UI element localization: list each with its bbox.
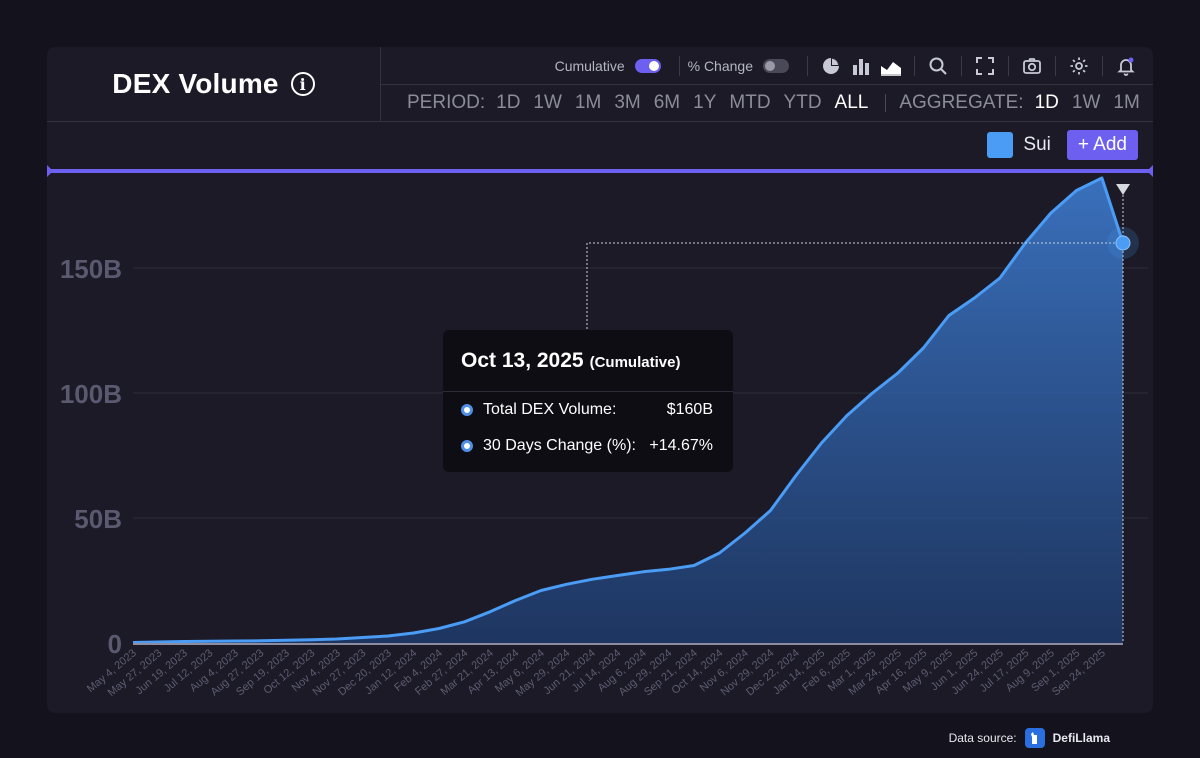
page-title: DEX Volume	[112, 68, 279, 99]
period-1y[interactable]: 1Y	[693, 92, 717, 113]
tooltip-value: $160B	[666, 401, 713, 418]
area-chart-icon[interactable]	[880, 55, 902, 77]
tooltip-value: +14.67%	[649, 437, 713, 454]
aggregate-1m[interactable]: 1M	[1113, 92, 1140, 113]
y-tick-label: 50B	[74, 504, 122, 534]
percent-change-toggle[interactable]	[763, 58, 789, 73]
tooltip-row: Total DEX Volume: $160B	[443, 392, 733, 428]
series-dot-icon	[461, 404, 473, 416]
range-slider-right-handle[interactable]	[1147, 165, 1153, 177]
tooltip: Oct 13, 2025 (Cumulative) Total DEX Volu…	[443, 330, 733, 472]
aggregate-1w[interactable]: 1W	[1071, 92, 1101, 113]
tooltip-date: Oct 13, 2025	[461, 348, 584, 372]
legend-name-sui: Sui	[1023, 134, 1051, 155]
crosshair-marker-icon	[1116, 184, 1130, 195]
highlight-point	[1115, 235, 1131, 251]
aggregate-1d[interactable]: 1D	[1034, 92, 1059, 113]
toolbar-top: Cumulative % Change	[380, 47, 1153, 85]
period-all[interactable]: ALL	[834, 92, 869, 113]
period-1m[interactable]: 1M	[574, 92, 602, 113]
title-box: DEX Volume i	[47, 47, 381, 121]
tooltip-label: Total DEX Volume:	[483, 401, 617, 418]
settings-icon[interactable]	[1068, 55, 1090, 77]
camera-icon[interactable]	[1021, 55, 1043, 77]
series-area-sui	[133, 178, 1123, 643]
cumulative-toggle[interactable]	[634, 58, 661, 73]
period-mtd[interactable]: MTD	[729, 92, 771, 113]
legend: Sui + Add	[987, 130, 1138, 160]
search-icon[interactable]	[927, 55, 949, 77]
period-1w[interactable]: 1W	[533, 92, 562, 113]
info-icon[interactable]: i	[290, 72, 315, 96]
y-tick-label: 150B	[60, 254, 122, 284]
aggregate-label: AGGREGATE:	[899, 92, 1024, 113]
range-slider-left-handle[interactable]	[47, 165, 53, 177]
period-label: PERIOD:	[407, 92, 486, 113]
tooltip-row: 30 Days Change (%): +14.67%	[443, 428, 733, 464]
fullscreen-icon[interactable]	[974, 55, 996, 77]
percent-change-label: % Change	[687, 57, 753, 74]
data-source-brand: DefiLlama	[1052, 731, 1110, 745]
y-tick-label: 100B	[60, 379, 122, 409]
period-1d[interactable]: 1D	[496, 92, 521, 113]
bell-icon[interactable]	[1115, 55, 1137, 77]
period-3m[interactable]: 3M	[614, 92, 641, 113]
bar-chart-icon[interactable]	[850, 55, 872, 77]
period-ytd[interactable]: YTD	[783, 92, 822, 113]
data-source-label: Data source:	[948, 731, 1017, 745]
legend-swatch-sui[interactable]	[987, 132, 1014, 158]
toolbar-bottom: PERIOD: 1D 1W 1M 3M 6M 1Y MTD YTD ALL AG…	[380, 85, 1153, 121]
crosshair-leader	[586, 242, 1123, 330]
tooltip-label: 30 Days Change (%):	[483, 437, 636, 454]
tooltip-subtitle: (Cumulative)	[589, 353, 681, 371]
period-6m[interactable]: 6M	[653, 92, 681, 113]
defillama-logo-icon	[1024, 728, 1045, 748]
cumulative-label: Cumulative	[554, 57, 625, 74]
pie-chart-icon[interactable]	[820, 55, 842, 77]
add-button[interactable]: + Add	[1066, 130, 1138, 160]
series-dot-icon	[461, 440, 473, 452]
y-tick-label: 0	[108, 629, 122, 659]
range-slider[interactable]	[49, 169, 1151, 173]
footer: Data source: DefiLlama	[949, 728, 1110, 748]
series-line-sui	[132, 176, 1125, 644]
